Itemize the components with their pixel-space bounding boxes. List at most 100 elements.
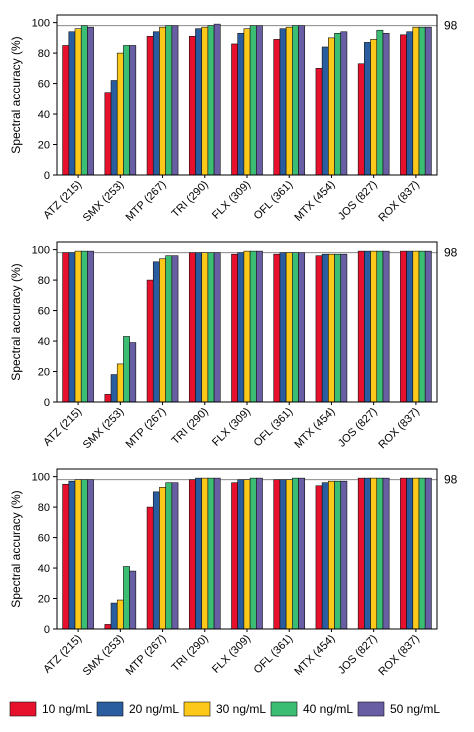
bar-jos-series-1 [357,250,365,403]
bar-jos-series-2 [364,42,371,176]
bar-smx-series-1 [104,92,112,176]
x-tick-label: ATZ (215) [41,406,84,449]
bar-mtx-series-2 [321,482,329,630]
bar-jos-series-4 [376,29,384,176]
bar-atz-series-1 [62,45,70,176]
bar-mtx-series-2 [321,46,329,176]
bar-atz-series-4 [80,250,88,403]
bar-flx-series-4 [249,477,257,630]
bar-jos-series-5 [382,477,390,630]
chart-panel-2: 0 20 40 60 80 100 Spectral accuracy (%) 98 ATZ (… [9,241,458,452]
bar-mtp-series-1 [146,506,154,630]
bar-smx-series-2 [110,80,118,176]
bar-atz-series-5 [87,250,94,403]
legend-label: 40 ng/mL [303,702,353,716]
y-axis-title: Spectral accuracy (%) [9,490,23,607]
bar-rox-series-1 [400,250,407,403]
bar-smx-series-3 [116,52,124,176]
bar-flx-series-1 [231,253,238,403]
bar-rox-series-5 [424,26,432,176]
bar-jos-series-1 [357,477,365,630]
bar-smx-series-1 [104,624,112,630]
bar-smx-series-3 [116,599,124,630]
bar-ofl-series-1 [273,39,281,176]
bar-mtp-series-2 [152,31,160,176]
reference-line-label: 98 [444,473,458,487]
x-tick-label: ROX (837) [376,179,422,225]
bar-rox-series-3 [412,250,420,403]
bar-smx-series-2 [110,602,118,630]
bar-tri-series-1 [188,36,196,176]
bar-flx-series-1 [231,43,238,176]
legend-swatch [357,701,385,717]
bar-jos-series-3 [370,250,378,403]
bar-ofl-series-1 [273,479,281,630]
bar-jos-series-4 [376,250,384,403]
y-tick-label: 20 [38,140,50,152]
bar-smx-series-2 [110,374,118,403]
bar-ofl-series-2 [279,479,287,630]
bar-mtp-series-3 [159,258,166,403]
legend-swatch [183,701,211,717]
x-tick-label: OFL (361) [252,406,296,450]
bar-flx-series-3 [243,28,251,176]
bar-jos-series-4 [376,477,384,630]
x-tick-label: MTX (454) [292,633,337,678]
x-tick-label: JOS (827) [336,633,380,677]
bar-smx-series-4 [123,566,130,630]
bar-smx-series-5 [129,342,137,403]
y-axis-title: Spectral accuracy (%) [9,263,23,380]
bar-flx-series-2 [237,479,245,630]
bar-flx-series-4 [249,25,257,176]
bar-smx-series-5 [129,45,137,176]
x-tick-label: SMX (253) [81,406,127,452]
bar-tri-series-2 [195,28,202,176]
bar-smx-series-1 [104,394,112,403]
bar-tri-series-3 [201,477,209,630]
bar-rox-series-4 [418,477,426,630]
bar-jos-series-1 [357,63,365,176]
bar-atz-series-4 [80,479,88,630]
bar-flx-series-5 [255,477,263,630]
bar-jos-series-3 [370,39,378,176]
y-tick-label: 100 [32,18,50,30]
bar-jos-series-3 [370,477,378,630]
bar-ofl-series-4 [292,25,299,176]
bar-ofl-series-4 [292,477,299,630]
y-tick-label: 80 [38,48,50,60]
bar-mtx-series-4 [334,253,342,403]
bar-flx-series-4 [249,250,257,403]
bar-atz-series-4 [80,25,88,176]
x-tick-label: TRI (290) [170,179,211,220]
bar-tri-series-1 [188,252,196,403]
y-tick-label: 20 [38,594,50,606]
reference-line-label: 98 [444,246,458,260]
y-tick-label: 40 [38,563,50,575]
bar-jos-series-5 [382,32,390,176]
x-tick-label: TRI (290) [170,406,211,447]
bar-jos-series-2 [364,477,371,630]
bar-tri-series-3 [201,252,209,403]
bar-rox-series-4 [418,26,426,176]
y-tick-label: 60 [38,79,50,91]
bar-mtp-series-4 [165,482,173,630]
bar-mtp-series-5 [171,255,179,403]
bar-atz-series-1 [62,252,70,403]
bar-mtp-series-2 [152,491,160,630]
bar-mtp-series-4 [165,25,173,176]
bar-mtx-series-5 [340,253,348,403]
bar-tri-series-5 [213,252,221,403]
bar-tri-series-3 [201,26,209,176]
y-tick-label: 80 [38,275,50,287]
chart-panel-1: 0 20 40 60 80 100 Spectral accuracy (%) 98 ATZ (… [9,14,458,225]
bar-tri-series-5 [213,23,221,176]
bar-mtp-series-3 [159,486,166,630]
x-tick-label: OFL (361) [252,633,296,677]
bar-mtp-series-5 [171,482,179,630]
bar-mtx-series-1 [315,485,323,630]
bar-atz-series-2 [68,480,76,630]
legend-swatch [96,701,124,717]
bar-mtp-series-2 [152,261,160,403]
bar-atz-series-2 [68,31,76,176]
